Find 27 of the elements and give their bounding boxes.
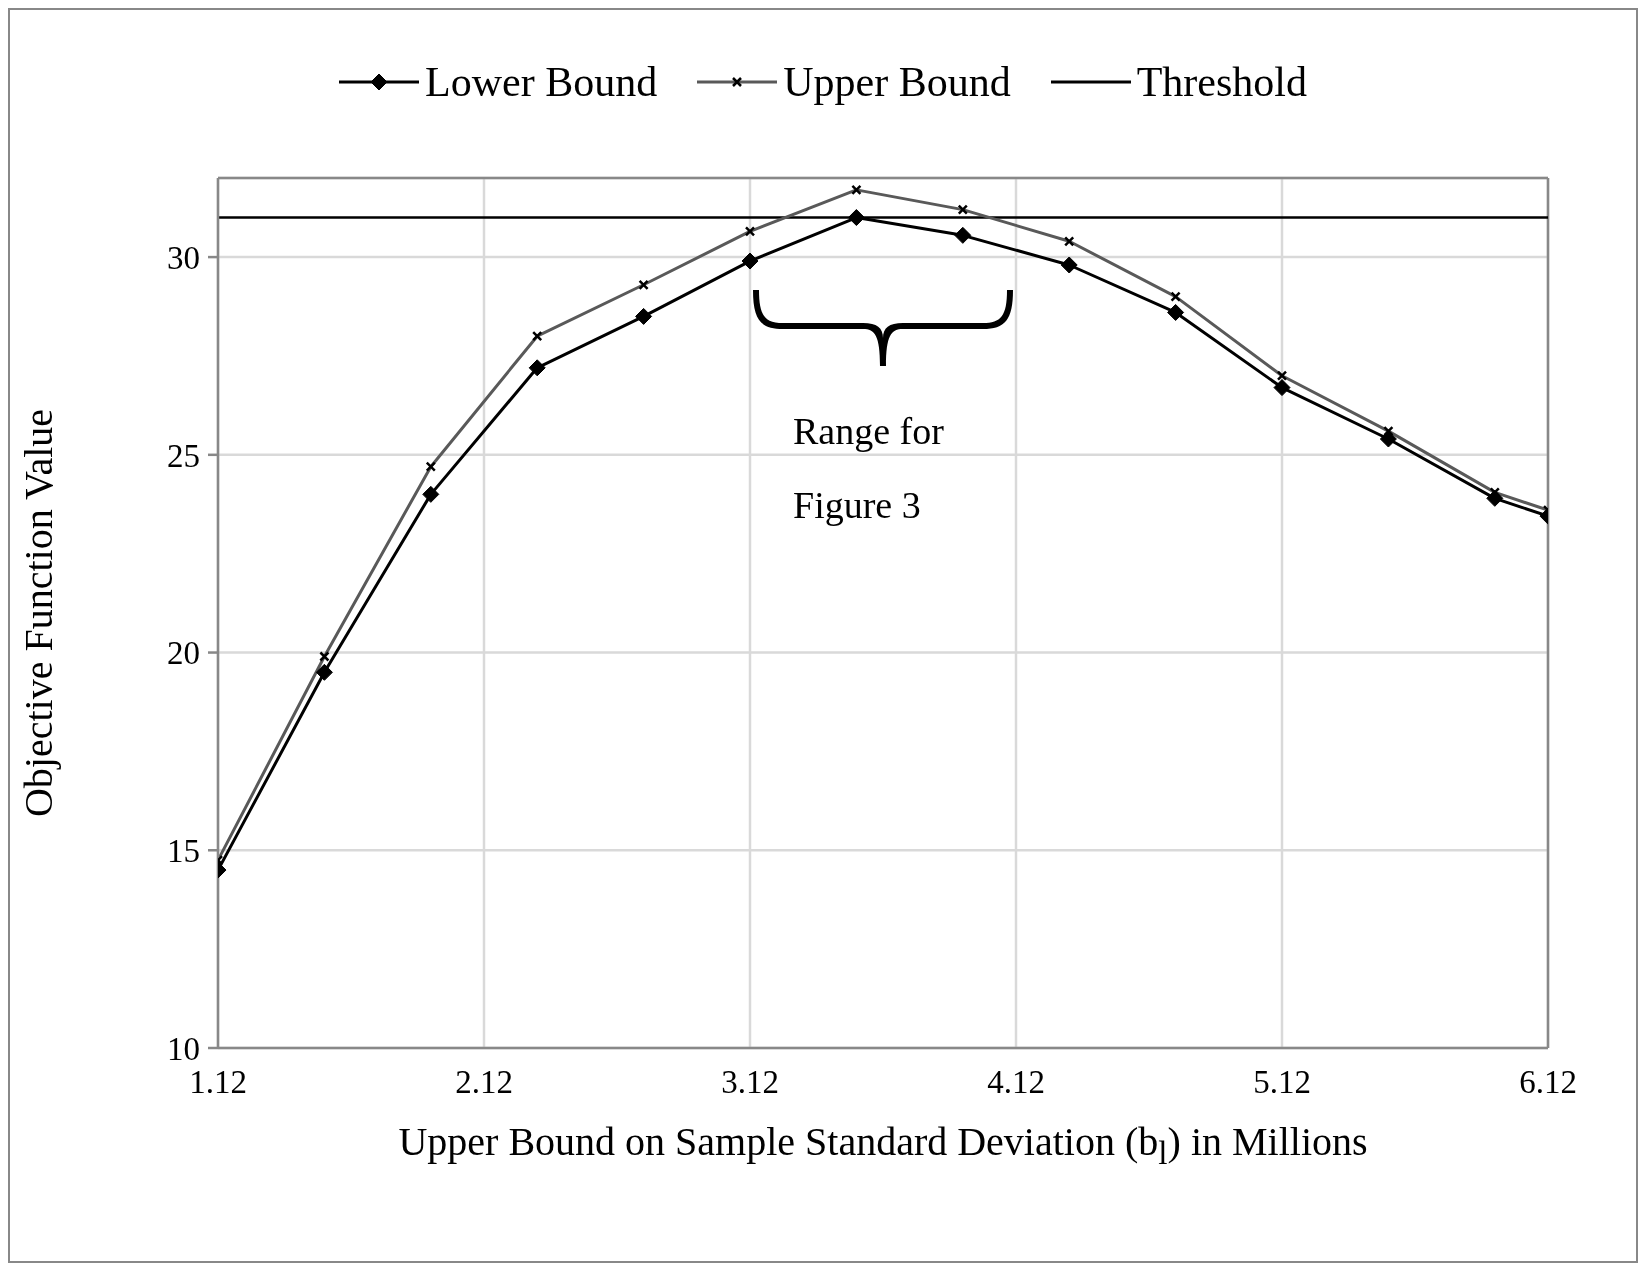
y-axis-title: Objective Function Value xyxy=(14,408,62,818)
legend-label: Lower Bound xyxy=(425,58,658,106)
point xyxy=(1167,303,1185,321)
x-tick-label: 5.12 xyxy=(1253,1064,1311,1101)
point xyxy=(741,252,759,270)
legend-label: Upper Bound xyxy=(783,58,1011,106)
point xyxy=(315,663,333,681)
y-tick-label: 15 xyxy=(167,832,200,869)
x-axis-title: Upper Bound on Sample Standard Deviation (b$_{l}$) in Millions xyxy=(398,1118,1368,1172)
x-tick-label: 2.12 xyxy=(455,1064,513,1101)
point xyxy=(528,359,546,377)
point xyxy=(954,226,972,244)
y-tick-label: 30 xyxy=(167,239,200,276)
legend-label: Threshold xyxy=(1136,58,1307,106)
x-tick-label: 3.12 xyxy=(721,1064,779,1101)
x-tick-label: 1.12 xyxy=(189,1064,247,1101)
y-tick-label: 20 xyxy=(167,635,200,672)
point xyxy=(1273,379,1291,397)
annotation: Range for Figure 3 xyxy=(793,409,945,528)
point xyxy=(1060,256,1078,274)
point xyxy=(422,485,440,503)
y-tick-label: 10 xyxy=(167,1030,200,1067)
point xyxy=(847,209,865,227)
point xyxy=(635,307,653,325)
x-tick-label: 6.12 xyxy=(1519,1064,1577,1101)
x-tick-label: 4.12 xyxy=(987,1064,1045,1101)
y-tick-label: 25 xyxy=(167,437,200,474)
